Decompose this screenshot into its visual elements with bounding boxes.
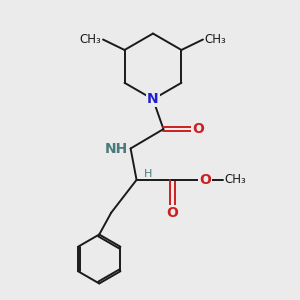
- Text: O: O: [192, 122, 204, 136]
- Text: CH₃: CH₃: [225, 173, 246, 186]
- Text: H: H: [144, 169, 152, 179]
- Text: CH₃: CH₃: [204, 33, 226, 46]
- Text: O: O: [199, 173, 211, 187]
- Text: CH₃: CH₃: [80, 33, 101, 46]
- Text: N: N: [147, 92, 159, 106]
- Text: O: O: [167, 206, 178, 220]
- Text: NH: NH: [104, 142, 128, 155]
